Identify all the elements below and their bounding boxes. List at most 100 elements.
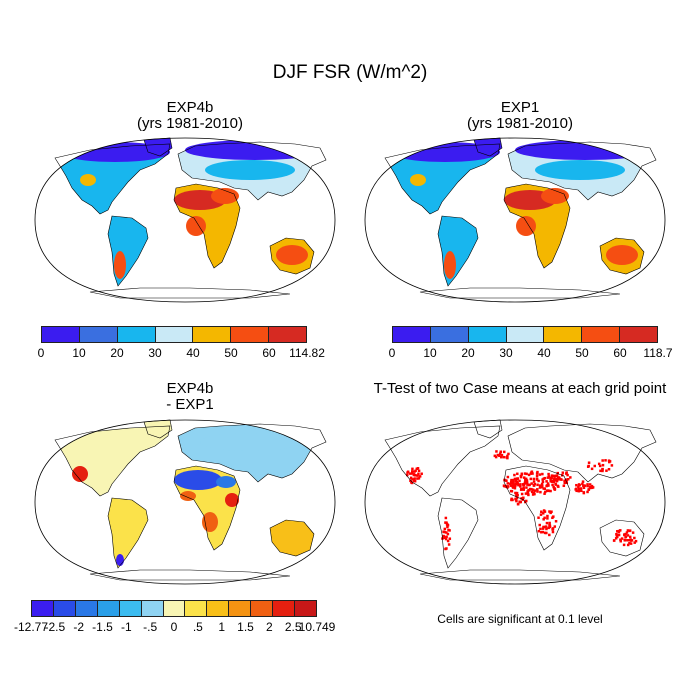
significant-cell <box>503 450 506 454</box>
coastline-au <box>269 237 315 275</box>
significant-cell <box>539 490 542 494</box>
significant-cell <box>546 482 550 485</box>
colorbar-label: 30 <box>499 346 513 360</box>
significant-cell <box>496 453 500 457</box>
colorbar-label: 0 <box>388 346 396 360</box>
significant-cell <box>587 488 591 491</box>
significant-cell <box>513 486 517 490</box>
colorbar-label: 0 <box>37 346 45 360</box>
significant-cell <box>413 473 416 477</box>
australia-interior <box>606 245 638 265</box>
significant-cell <box>524 492 528 495</box>
coastline-na <box>54 425 171 497</box>
coastline-na <box>384 425 501 497</box>
significant-cell <box>553 487 556 490</box>
significant-cell <box>546 476 550 479</box>
significant-cell <box>605 469 608 472</box>
australia-interior <box>276 245 308 265</box>
colorbar-swatch <box>269 327 307 342</box>
continent-ant <box>420 570 620 580</box>
significant-cell <box>544 525 548 528</box>
significant-cell <box>541 472 544 476</box>
significant-cell <box>543 525 546 529</box>
colorbar-swatch <box>544 327 583 342</box>
colorbar-label: 2 <box>265 620 273 634</box>
coastline-af <box>173 183 241 269</box>
continent-green <box>144 420 172 438</box>
significant-cell <box>619 539 622 543</box>
significant-cell <box>541 527 545 530</box>
significant-cell <box>601 459 604 462</box>
significant-cell <box>542 477 546 480</box>
significant-cell <box>527 473 531 477</box>
significant-cell <box>514 484 517 488</box>
significant-cell <box>418 475 422 478</box>
significant-cell <box>591 486 595 489</box>
colorbar-swatch <box>273 601 296 616</box>
significant-cell <box>514 497 517 501</box>
colorbar-label: 10.749 <box>298 620 336 634</box>
significant-cell <box>548 521 551 525</box>
colorbar-swatch <box>53 601 76 616</box>
significant-cell <box>500 453 504 457</box>
significant-cell <box>577 485 580 489</box>
significant-cell <box>522 496 525 500</box>
colorbar-swatch <box>155 327 194 342</box>
significant-cell <box>535 474 539 478</box>
significant-cell <box>590 467 594 471</box>
significant-cell <box>551 483 554 487</box>
significant-cell <box>536 488 539 491</box>
panel-exp1-title-line2: (yrs 1981-2010) <box>467 115 573 132</box>
significant-cell <box>442 530 445 534</box>
map-ttest <box>364 419 666 585</box>
significant-cell <box>509 484 513 487</box>
coastline-sa <box>437 497 479 569</box>
sahel-region <box>186 216 206 236</box>
colorbar-label: 1.5 <box>237 620 254 634</box>
significant-cell <box>539 513 543 516</box>
significant-cell <box>536 490 539 493</box>
significant-cell <box>507 485 510 488</box>
significant-cell <box>551 530 555 534</box>
significant-cell <box>537 529 541 533</box>
significant-cell <box>406 471 409 474</box>
significant-cell <box>445 535 448 539</box>
coastline-eu <box>177 141 327 201</box>
significant-cell <box>532 477 536 481</box>
colorbar-label: -1 <box>120 620 132 634</box>
significant-cell <box>550 476 553 480</box>
significant-cell <box>631 531 635 534</box>
panel-ttest-title-line1: T-Test of two Case means at each grid po… <box>373 380 667 397</box>
continent-au <box>270 520 314 556</box>
colorbar-label: 10 <box>72 346 86 360</box>
significant-cell <box>416 477 419 480</box>
significant-cell <box>575 489 578 493</box>
colorbar-swatch <box>97 601 120 616</box>
significant-cell <box>524 479 527 483</box>
continent-ant <box>90 570 290 580</box>
significant-cell <box>627 539 631 542</box>
colorbar-label: 118.7 <box>643 346 673 360</box>
significant-cell <box>538 484 542 487</box>
coastline-au <box>599 519 645 557</box>
colorbar-label: -1.5 <box>92 620 113 634</box>
significant-cell <box>588 483 592 486</box>
significant-cell <box>582 486 586 490</box>
significant-cell <box>552 478 556 481</box>
significant-cell <box>543 510 547 513</box>
coastline-af <box>173 465 241 551</box>
significant-cell <box>507 452 510 456</box>
significant-cell <box>411 470 414 473</box>
significant-cell <box>530 487 533 491</box>
significant-cell <box>500 455 503 459</box>
significant-cell <box>520 497 523 500</box>
significant-cell <box>634 539 638 543</box>
significant-cell <box>526 483 529 486</box>
significant-cell <box>515 480 519 484</box>
significant-cell <box>510 497 513 501</box>
significant-cell <box>514 482 518 486</box>
significant-cell <box>540 482 544 486</box>
colorbar-swatch <box>42 327 80 342</box>
significant-cell <box>526 491 529 494</box>
significant-cell <box>601 468 604 471</box>
